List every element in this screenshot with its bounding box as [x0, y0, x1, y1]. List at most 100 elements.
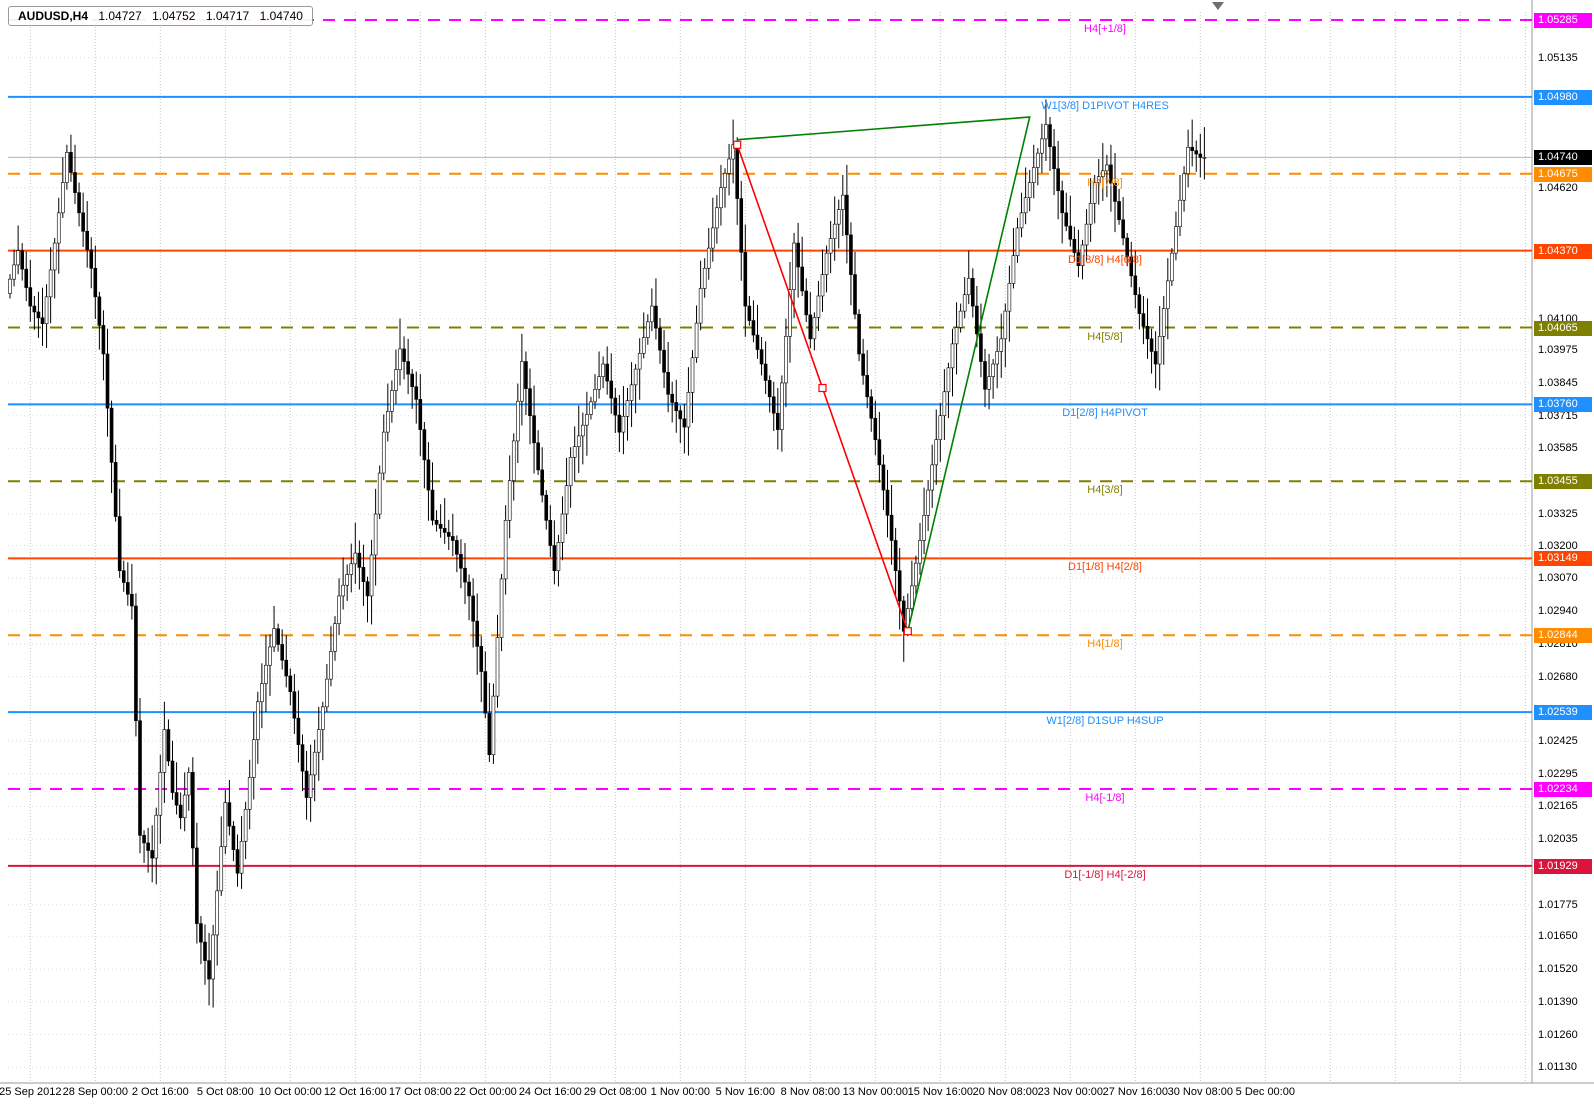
- candle-body: [178, 804, 183, 819]
- candle-body: [1084, 223, 1089, 246]
- candle-body: [589, 401, 593, 415]
- candle-body: [771, 396, 776, 414]
- candle-body: [548, 520, 553, 546]
- candle-body: [698, 288, 703, 324]
- candle-body: [536, 442, 540, 471]
- candle-body: [1036, 152, 1040, 168]
- candle-body: [361, 567, 366, 582]
- candle-body: [1153, 351, 1158, 365]
- candle-body: [507, 480, 512, 521]
- candle-body: [617, 414, 622, 433]
- candle-body: [524, 361, 528, 389]
- candle-body: [430, 489, 435, 521]
- candle-body: [629, 384, 634, 401]
- candle-body: [276, 628, 280, 645]
- candle-body: [962, 294, 967, 312]
- candle-body: [373, 513, 378, 556]
- candle-body: [223, 802, 228, 848]
- candle-body: [146, 842, 150, 851]
- candle-body: [1125, 237, 1129, 258]
- candle-body: [231, 825, 236, 850]
- candle-body: [544, 494, 549, 521]
- candle-body: [715, 207, 719, 229]
- candle-body: [666, 371, 670, 395]
- candle-body: [36, 311, 41, 319]
- candle-body: [646, 321, 650, 338]
- candle-body: [56, 212, 61, 244]
- candle-body: [1178, 199, 1182, 227]
- candle-body: [520, 361, 524, 402]
- candle-body: [284, 659, 289, 677]
- candle-body: [467, 581, 471, 597]
- candle-body: [934, 439, 939, 466]
- ohlc-close-value: 1.04740: [259, 9, 303, 23]
- candle-body: [487, 712, 492, 756]
- candle-body: [243, 809, 248, 842]
- candle-body: [800, 266, 804, 292]
- candle-body: [191, 772, 195, 849]
- ohlc-high-value: 1.04752: [152, 9, 196, 23]
- candle-body: [446, 532, 451, 537]
- chart-shift-marker-icon[interactable]: [1212, 2, 1224, 10]
- candle-body: [235, 849, 240, 874]
- candle-body: [40, 317, 45, 325]
- candle-body: [613, 397, 618, 416]
- candle-body: [605, 363, 609, 382]
- candle-body: [1003, 310, 1008, 340]
- green-trendline[interactable]: [737, 116, 1031, 632]
- candle-body: [1194, 150, 1199, 155]
- candle-body: [1186, 146, 1190, 175]
- candle-body: [406, 361, 410, 375]
- candle-body: [479, 646, 484, 672]
- candle-body: [796, 242, 800, 268]
- candle-body: [528, 388, 532, 417]
- candle-body: [706, 247, 711, 269]
- candle-body: [12, 264, 16, 280]
- candle-body: [451, 536, 455, 541]
- candle-body: [1023, 197, 1028, 214]
- candle-body: [312, 751, 317, 776]
- candle-body: [828, 238, 833, 254]
- ohlc-low-value: 1.04717: [205, 9, 250, 23]
- candle-body: [885, 489, 890, 516]
- candle-body: [369, 554, 374, 597]
- candle-body: [321, 706, 325, 730]
- candle-body: [556, 542, 561, 572]
- trendline-handle[interactable]: [733, 140, 742, 149]
- candle-body: [633, 368, 638, 386]
- candle-body: [792, 242, 796, 290]
- candle-body: [755, 334, 760, 350]
- trendline-handle[interactable]: [903, 627, 912, 636]
- candle-body: [1092, 182, 1097, 204]
- candle-body: [1044, 124, 1048, 140]
- trendline-handle[interactable]: [818, 383, 827, 393]
- candle-body: [808, 314, 813, 340]
- candle-body: [272, 628, 276, 648]
- candle-body: [1080, 244, 1085, 267]
- ohlc-open-value: 1.04727: [98, 9, 142, 23]
- candle-body: [101, 325, 106, 355]
- candle-body: [134, 605, 138, 721]
- candle-body: [105, 353, 110, 409]
- candle-body: [532, 415, 536, 444]
- candle-body: [759, 349, 764, 365]
- candle-body: [381, 431, 386, 474]
- candle-body: [166, 729, 171, 762]
- candle-body: [398, 348, 402, 371]
- candle-body: [1133, 275, 1138, 296]
- candle-body: [1161, 308, 1166, 337]
- candle-body: [572, 446, 577, 458]
- candle-body: [576, 435, 581, 447]
- candle-body: [747, 305, 752, 321]
- candle-body: [1015, 227, 1020, 256]
- candle-body: [154, 814, 159, 859]
- candle-body: [394, 369, 398, 391]
- candle-body: [81, 212, 85, 232]
- candle-body: [719, 187, 723, 209]
- candle-body: [73, 172, 77, 193]
- candle-body: [170, 760, 175, 793]
- candle-body: [61, 182, 65, 214]
- candle-body: [459, 554, 463, 569]
